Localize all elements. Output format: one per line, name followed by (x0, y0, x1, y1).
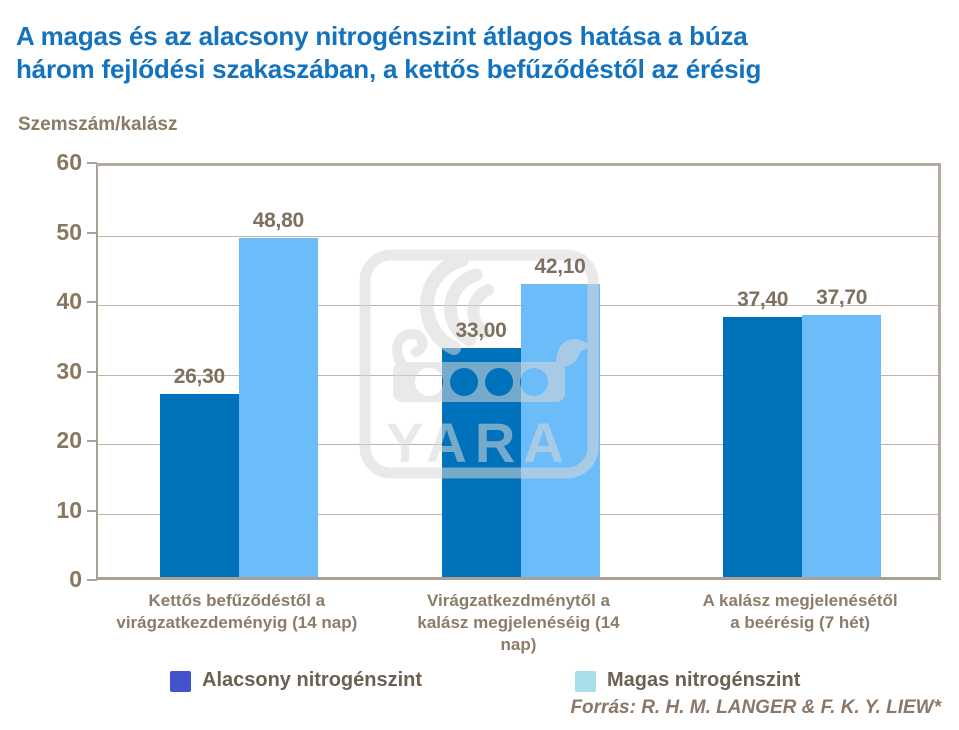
x-category-label-1: Kettős befűződéstől a virágzatkezdeményig… (97, 590, 377, 634)
x-category-label-line: Kettős befűződéstől a (148, 591, 326, 610)
y-tick-label-50: 50 (56, 218, 82, 245)
y-tick-mark-60 (87, 162, 97, 164)
value-label-group-1-series-2: 48,80 (252, 208, 304, 232)
bar-low-n-group-1 (159, 394, 239, 577)
legend-swatch-low-n (170, 671, 191, 692)
x-category-label-line: kalász megjelenéséig (14 (417, 613, 620, 632)
x-category-label-line: nap) (500, 635, 537, 654)
chart-title: A magas és az alacsony nitrogénszint átl… (16, 20, 948, 86)
x-category-label-2: Virágzatkezdménytől a kalász megjelenéséi… (379, 590, 659, 656)
value-label-group-2-series-1: 33,00 (455, 318, 507, 342)
plot-area: 26,30 48,80 33,00 42,10 37,40 37,70 (96, 163, 941, 580)
y-tick-label-0: 0 (69, 566, 82, 592)
x-category-label-line: a beérésig (7 hét) (730, 613, 871, 632)
x-category-label-3: A kalász megjelenésétől a beérésig (7 hét… (660, 590, 940, 634)
y-tick-mark-50 (87, 231, 97, 234)
value-label-group-1-series-1: 26,30 (173, 365, 225, 389)
y-tick-label-30: 30 (56, 357, 82, 384)
legend-label-high-n: Magas nitrogénszint (607, 669, 801, 691)
bar-high-n-group-1 (238, 237, 318, 577)
y-tick-mark-20 (87, 440, 97, 442)
x-category-label-line: virágzatkezdeményig (14 nap) (116, 613, 358, 632)
chart-title-line2: három fejlődési szakaszában, a kettős be… (16, 54, 762, 84)
x-category-label-line: Virágzatkezdménytől a (427, 591, 610, 610)
y-tick-mark-30 (87, 370, 97, 373)
chart-title-line1: A magas és az alacsony nitrogénszint átl… (16, 21, 748, 51)
y-tick-mark-40 (87, 301, 97, 303)
bar-high-n-group-3 (802, 315, 882, 577)
y-tick-label-20: 20 (56, 427, 82, 453)
y-tick-mark-0 (87, 579, 97, 581)
value-label-group-2-series-2: 42,10 (534, 255, 586, 279)
gridline-50 (98, 235, 938, 237)
y-tick-label-60: 60 (56, 149, 82, 175)
value-label-group-3-series-2: 37,70 (816, 286, 868, 309)
x-category-label-line: A kalász megjelenésétől (702, 591, 898, 610)
bar-low-n-group-3 (723, 317, 803, 577)
bar-low-n-group-2 (441, 347, 521, 577)
source-note: Forrás: R. H. M. LANGER & F. K. Y. LIEW* (570, 697, 941, 718)
legend-label-low-n: Alacsony nitrogénszint (202, 669, 423, 691)
y-tick-label-10: 10 (56, 496, 82, 523)
y-tick-label-40: 40 (56, 288, 82, 314)
legend-swatch-high-n (575, 671, 596, 692)
y-axis-label: Szemszám/kalász (18, 114, 178, 135)
y-tick-mark-10 (87, 509, 97, 512)
value-label-group-3-series-1: 37,40 (737, 288, 789, 312)
